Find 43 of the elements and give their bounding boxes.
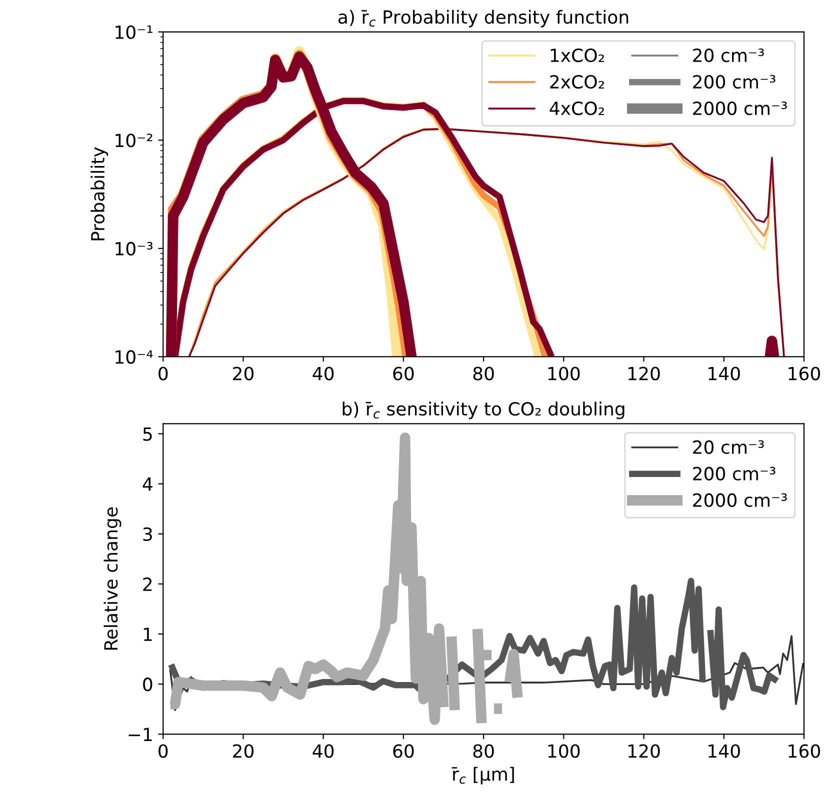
x-tick-label: 80 xyxy=(473,744,494,758)
x-tick-label: 60 xyxy=(393,744,414,758)
y-tick-label: 2 xyxy=(143,577,152,591)
y-tick-label: 5 xyxy=(143,427,152,441)
x-tick-label: 20 xyxy=(233,366,254,380)
y-tick-label: −1 xyxy=(128,728,152,742)
x-tick-label: 100 xyxy=(548,744,580,758)
legend-label: 200 cm⁻³ xyxy=(693,466,776,480)
x-axis-title: r̄$_{c}$ [μm] xyxy=(452,766,514,784)
chart-title: b) r̄$_{c}$ sensitivity to CO₂ doubling xyxy=(342,402,624,420)
text: 2000 cm⁻³ xyxy=(693,101,787,116)
x-tick-label: 0 xyxy=(158,744,168,758)
x-tick-label: 60 xyxy=(393,366,414,380)
y-axis-title: Probability xyxy=(90,147,108,240)
y-axis-title: Relative change xyxy=(104,507,122,650)
legend-label: 20 cm⁻³ xyxy=(693,440,764,454)
x-tick-label: 20 xyxy=(233,744,254,758)
x-tick-label: 100 xyxy=(548,366,580,380)
legend-label: 1xCO₂ xyxy=(550,48,604,62)
legend-label: 2000 cm⁻³ xyxy=(693,493,787,507)
chart-title: a) r̄$_{c}$ Probability density function xyxy=(338,10,628,28)
y-tick-label: 10⁻⁴ xyxy=(116,350,153,364)
y-tick-label: 10⁻² xyxy=(116,134,152,148)
y-tick-label: 10⁻¹ xyxy=(116,25,152,40)
y-tick-label: 1 xyxy=(144,628,152,641)
x-tick-label: 40 xyxy=(312,744,334,758)
legend-label: 2xCO₂ xyxy=(550,74,604,89)
x-tick-label: 0 xyxy=(158,366,168,380)
text: 200 cm⁻³ xyxy=(693,74,776,89)
x-tick-label: 140 xyxy=(708,744,740,758)
y-tick-label: 10⁻³ xyxy=(116,242,152,256)
x-tick-label: 140 xyxy=(708,366,740,380)
x-tick-label: 120 xyxy=(628,744,660,758)
y-tick-label: 0 xyxy=(143,678,152,692)
y-tick-label: 4 xyxy=(142,478,152,491)
text: 20 cm⁻³ xyxy=(693,48,764,62)
x-tick-label: 160 xyxy=(788,366,820,380)
x-tick-label: 40 xyxy=(312,366,334,380)
x-tick-label: 80 xyxy=(473,366,494,380)
x-tick-label: 160 xyxy=(788,744,820,758)
x-tick-label: 120 xyxy=(628,366,660,380)
y-tick-label: 3 xyxy=(143,527,152,542)
legend-label: 4xCO₂ xyxy=(550,101,604,116)
